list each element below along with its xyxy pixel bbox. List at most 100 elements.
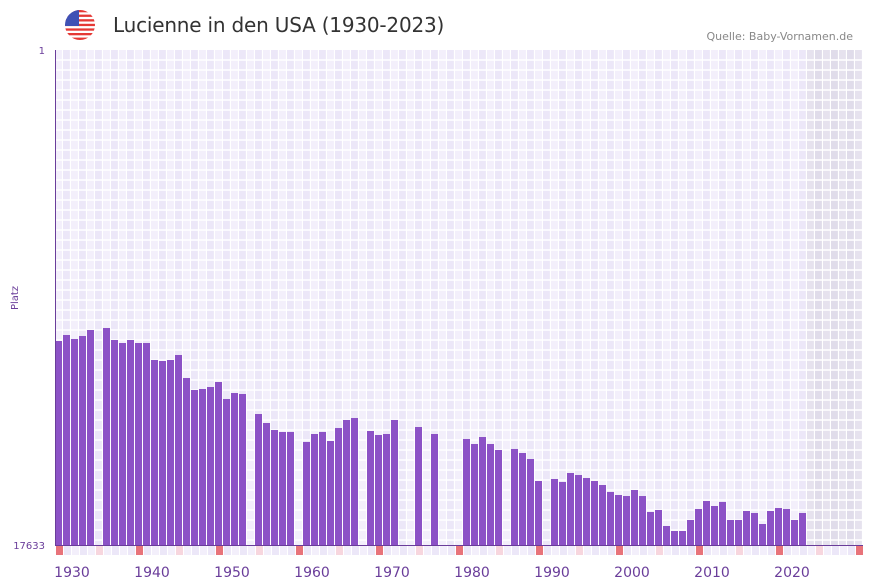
year-marker (160, 546, 167, 555)
grid-column (255, 50, 263, 545)
grid-column (239, 50, 247, 545)
year-marker (392, 546, 399, 555)
year-marker (304, 546, 311, 555)
grid-column (343, 50, 351, 545)
grid-column (487, 50, 495, 545)
grid-column (823, 50, 831, 545)
bar-1950 (215, 382, 222, 545)
grid-column (503, 50, 511, 545)
grid-column (527, 50, 535, 545)
grid-column (135, 50, 143, 545)
bar-2006 (663, 525, 670, 545)
x-tick-1930: 1930 (54, 565, 90, 581)
grid-column (79, 50, 87, 545)
grid-column (111, 50, 119, 545)
grid-column (783, 50, 791, 545)
bar-1987 (511, 448, 518, 545)
year-marker (312, 546, 319, 555)
grid-column (423, 50, 431, 545)
bar-1994 (567, 472, 574, 545)
grid-column (695, 50, 703, 545)
grid-column (159, 50, 167, 545)
grid-column (703, 50, 711, 545)
x-tick-1970: 1970 (374, 565, 410, 581)
grid-column (727, 50, 735, 545)
year-marker (768, 546, 775, 555)
year-marker (320, 546, 327, 555)
bar-1998 (599, 485, 606, 545)
year-marker (200, 546, 207, 555)
bar-2020 (775, 507, 782, 545)
grid-column (743, 50, 751, 545)
year-marker (624, 546, 631, 555)
grid-column (551, 50, 559, 545)
bar-1931 (63, 335, 70, 545)
bar-2010 (695, 509, 702, 545)
bar-1955 (255, 414, 262, 545)
year-marker (704, 546, 711, 555)
bar-2004 (647, 511, 654, 545)
grid-column (71, 50, 79, 545)
grid-column (287, 50, 295, 545)
grid-column (407, 50, 415, 545)
grid-column (87, 50, 95, 545)
year-marker (728, 546, 735, 555)
grid-column (455, 50, 463, 545)
bar-1963 (319, 432, 326, 545)
bar-1949 (207, 386, 214, 545)
year-marker (224, 546, 231, 555)
year-marker (712, 546, 719, 555)
bar-1937 (111, 340, 118, 545)
bar-1961 (303, 441, 310, 545)
y-tick-top: 1 (39, 46, 45, 57)
year-marker (400, 546, 407, 555)
grid-column (463, 50, 471, 545)
year-marker (520, 546, 527, 555)
grid-column (303, 50, 311, 545)
bar-1948 (199, 388, 206, 545)
grid-column (391, 50, 399, 545)
grid-column (687, 50, 695, 545)
year-marker (464, 546, 471, 555)
grid-column (127, 50, 135, 545)
grid-column (167, 50, 175, 545)
grid-column (599, 50, 607, 545)
bar-1942 (151, 359, 158, 545)
grid-column (839, 50, 847, 545)
bar-2001 (623, 496, 630, 545)
bar-2015 (735, 519, 742, 545)
grid-column (223, 50, 231, 545)
bar-2009 (687, 519, 694, 545)
grid-column (231, 50, 239, 545)
chart-title: Lucienne in den USA (1930-2023) (113, 13, 445, 37)
year-marker (776, 546, 783, 555)
year-marker (536, 546, 543, 555)
year-marker (72, 546, 79, 555)
x-tick-1960: 1960 (294, 565, 330, 581)
grid-column (399, 50, 407, 545)
year-marker (448, 546, 455, 555)
bar-1972 (391, 419, 398, 545)
year-marker (432, 546, 439, 555)
grid-column (791, 50, 799, 545)
year-marker (584, 546, 591, 555)
x-tick-1940: 1940 (134, 565, 170, 581)
bar-1971 (383, 433, 390, 545)
bar-1958 (279, 432, 286, 545)
year-marker (144, 546, 151, 555)
year-marker (824, 546, 831, 555)
grid-column (847, 50, 855, 545)
grid-column (655, 50, 663, 545)
bar-1944 (167, 359, 174, 545)
grid-column (359, 50, 367, 545)
bar-1940 (135, 343, 142, 545)
grid-column (591, 50, 599, 545)
grid-column (471, 50, 479, 545)
grid-column (559, 50, 567, 545)
year-marker (192, 546, 199, 555)
bar-1996 (583, 477, 590, 545)
bar-1962 (311, 433, 318, 545)
year-marker (240, 546, 247, 555)
bar-1946 (183, 377, 190, 545)
